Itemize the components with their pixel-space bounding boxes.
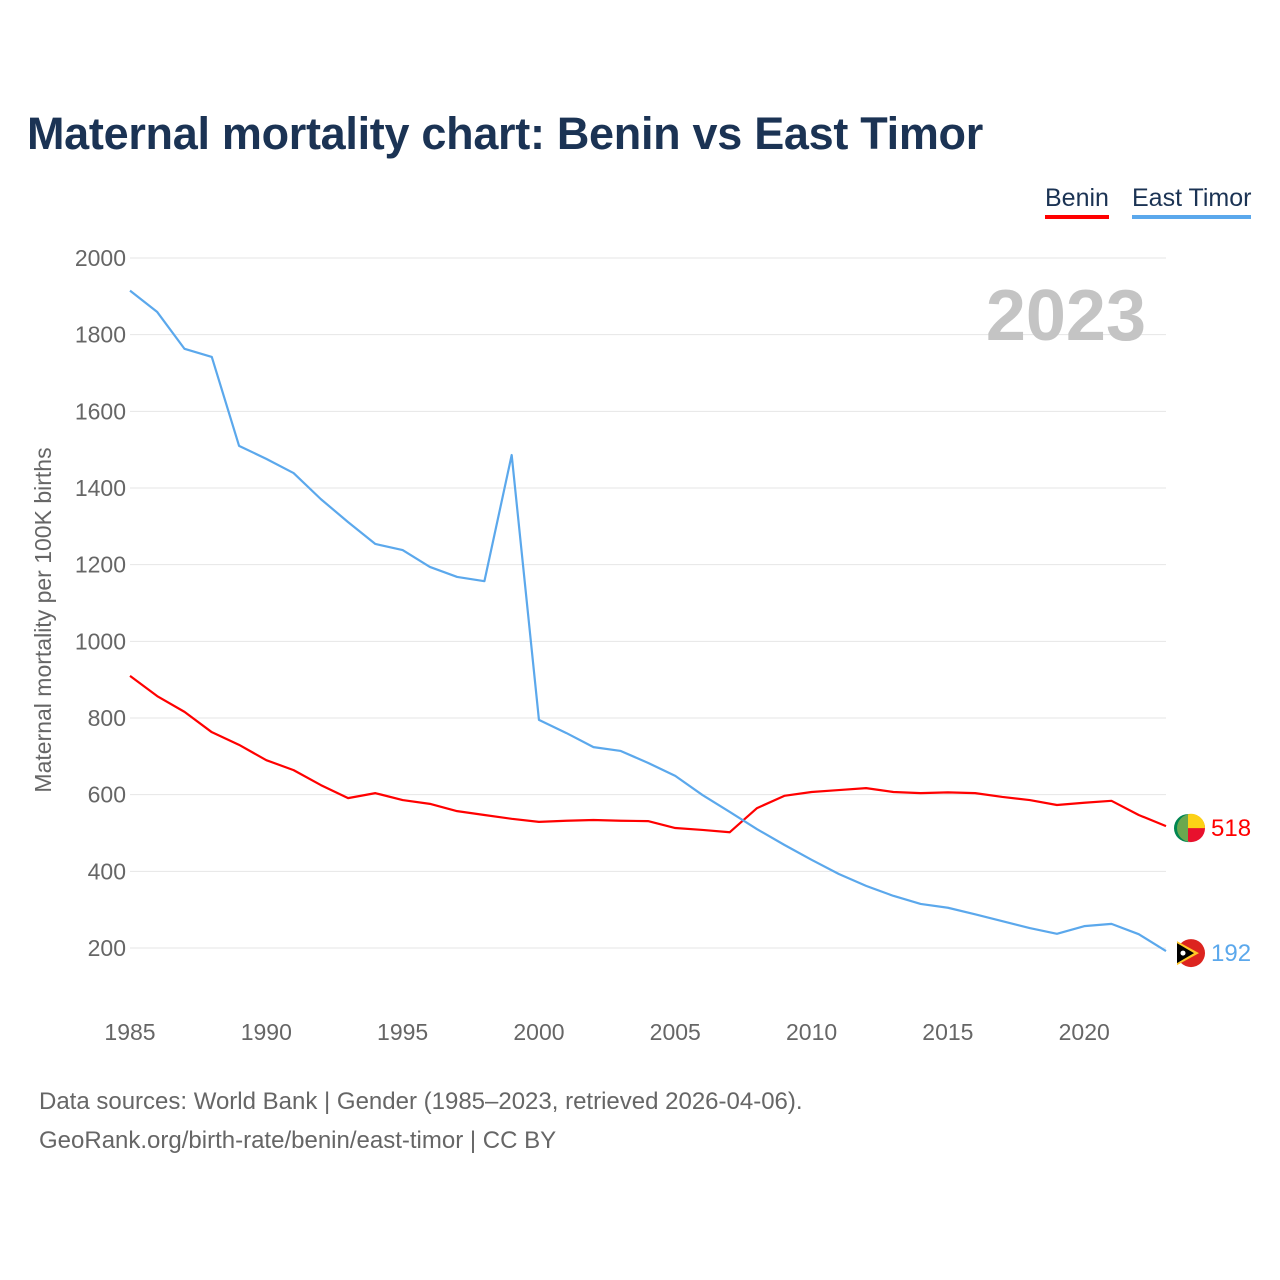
year-watermark: 2023 [986,276,1146,356]
benin-flag-yellow [1188,813,1206,829]
y-tick-label: 400 [88,858,126,884]
y-tick-label: 200 [88,935,126,961]
legend-benin[interactable]: Benin [1045,184,1109,219]
y-tick-label: 1400 [75,475,126,501]
end-value-label: 518 [1211,815,1251,842]
end-value-label: 192 [1211,940,1251,967]
y-tick-label: 1000 [75,628,126,654]
chart-title: Maternal mortality chart: Benin vs East … [27,108,983,159]
y-tick-label: 600 [88,782,126,808]
x-tick-label: 2010 [786,1019,837,1045]
legend-east-timor[interactable]: East Timor [1132,184,1252,219]
x-tick-label: 2020 [1059,1019,1110,1045]
x-tick-label: 2015 [922,1019,973,1045]
y-tick-label: 1200 [75,552,126,578]
series-line-east-timor [129,289,1167,953]
x-tick-label: 2000 [513,1019,564,1045]
y-tick-label: 800 [88,705,126,731]
benin-flag-green-edge [1177,814,1191,843]
footer-sources: Data sources: World Bank | Gender (1985–… [39,1088,803,1115]
east-timor-flag-star [1180,950,1186,956]
y-tick-label: 1800 [75,322,126,348]
y-axis-label: Maternal mortality per 100K births [30,447,56,792]
x-tick-label: 1990 [241,1019,292,1045]
x-tick-label: 2005 [650,1019,701,1045]
x-tick-label: 1985 [104,1019,155,1045]
series-line-benin [129,674,1167,834]
x-tick-label: 1995 [377,1019,428,1045]
y-tick-label: 1600 [75,398,126,424]
footer-link: GeoRank.org/birth-rate/benin/east-timor … [39,1127,557,1154]
y-tick-label: 2000 [75,245,126,271]
